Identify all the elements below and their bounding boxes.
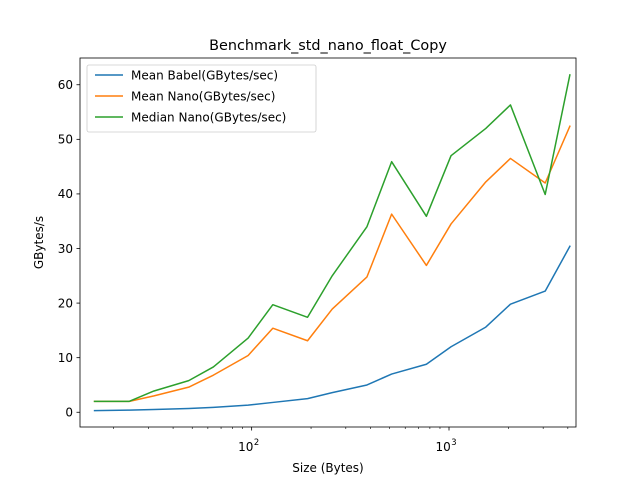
legend-label: Mean Babel(GBytes/sec) — [131, 68, 278, 82]
legend: Mean Babel(GBytes/sec) Mean Nano(GBytes/s… — [86, 64, 317, 133]
series-group — [93, 74, 571, 412]
y-ticks-group: 0 10 20 30 40 50 60 — [58, 78, 80, 420]
x-axis-label: Size (Bytes) — [292, 461, 363, 475]
legend-label: Median Nano(GBytes/sec) — [131, 110, 286, 124]
series-line-3 — [93, 74, 571, 403]
x-tick-label: 103 — [435, 437, 456, 454]
series-line-1 — [93, 245, 571, 412]
y-tick-label: 30 — [58, 242, 73, 256]
y-tick-label: 0 — [65, 406, 73, 420]
series-line-2 — [93, 125, 571, 403]
legend-label: Mean Nano(GBytes/sec) — [131, 89, 275, 103]
y-axis-label: GBytes/s — [32, 216, 46, 269]
x-tick-label: 102 — [238, 437, 259, 454]
x-ticks-group: 102 103 — [113, 427, 569, 454]
y-tick-label: 50 — [58, 133, 73, 147]
y-tick-label: 40 — [58, 187, 73, 201]
plot-frame — [79, 57, 577, 428]
y-tick-label: 10 — [58, 351, 73, 365]
y-tick-label: 60 — [58, 78, 73, 92]
legend-box — [86, 64, 317, 133]
y-tick-label: 20 — [58, 296, 73, 310]
chart-title: Benchmark_std_nano_float_Copy — [209, 38, 447, 54]
